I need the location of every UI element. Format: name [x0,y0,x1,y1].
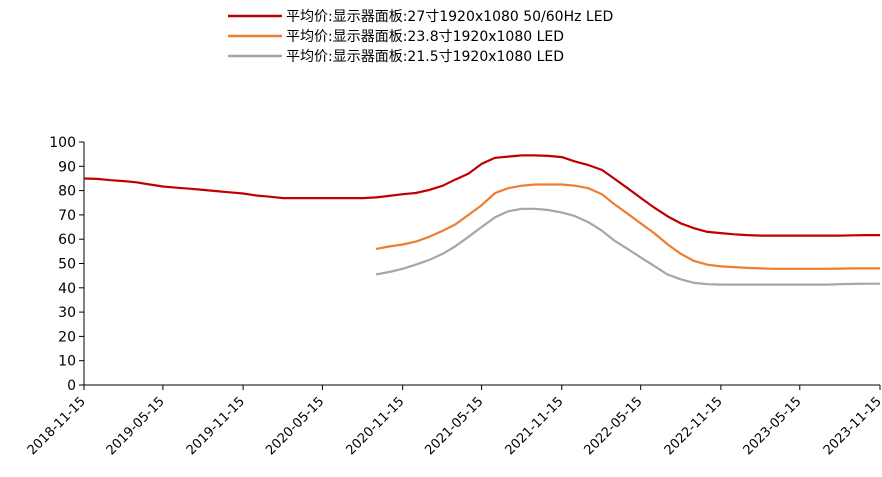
legend-label-2: 平均价:显示器面板:23.8寸1920x1080 LED [286,29,564,45]
y-tick-label: 60 [58,232,76,248]
series-line-2 [375,183,880,270]
y-tick-label: 40 [58,281,76,297]
x-tick-label: 2020-11-15 [343,394,407,458]
series-lines [83,154,880,286]
y-tick-label: 90 [58,159,76,175]
x-tick-label: 2018-11-15 [25,394,89,458]
x-tick-label: 2023-11-15 [821,394,882,458]
x-tick-label: 2020-05-15 [263,394,327,458]
legend-label-3: 平均价:显示器面板:21.5寸1920x1080 LED [286,49,564,65]
series-line-1 [83,154,880,237]
axes: 0 10 20 30 40 50 60 70 80 90 100 2018-11-15 2019-05-… [25,135,882,458]
x-tick-label: 2022-11-15 [662,394,726,458]
y-tick-label: 20 [58,329,76,345]
x-tick-label: 2021-11-15 [503,394,567,458]
x-tick-label: 2022-05-15 [581,394,645,458]
x-tick-label: 2019-05-15 [104,394,168,458]
y-tick-label: 0 [67,378,76,394]
y-tick-label: 10 [58,354,76,370]
legend: 平均价:显示器面板:27寸1920x1080 50/60Hz LED 平均价:显示… [228,9,613,65]
y-tick-label: 50 [58,257,76,273]
legend-label-1: 平均价:显示器面板:27寸1920x1080 50/60Hz LED [286,9,613,25]
y-tick-label: 100 [49,135,76,151]
x-tick-label: 2023-05-15 [741,394,805,458]
y-tick-label: 30 [58,305,76,321]
x-tick-label: 2021-05-15 [422,394,486,458]
y-tick-label: 70 [58,208,76,224]
y-tick-label: 80 [58,184,76,200]
series-line-3 [375,207,880,286]
x-tick-label: 2019-11-15 [184,394,248,458]
